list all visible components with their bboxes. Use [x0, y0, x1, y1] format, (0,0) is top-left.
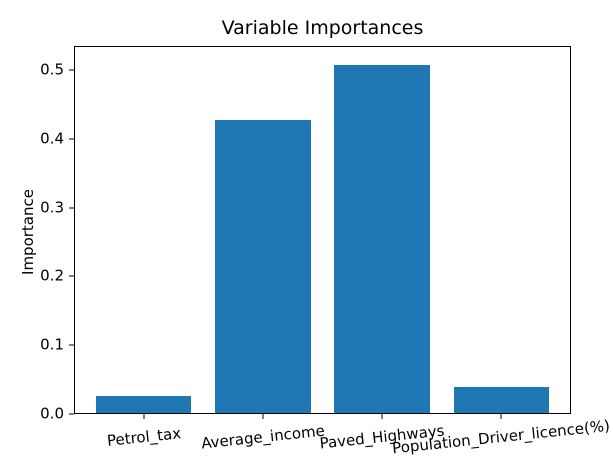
bar: [453, 387, 549, 413]
chart-title: Variable Importances: [221, 17, 424, 39]
bar: [334, 65, 430, 413]
x-tick-mark: [143, 414, 145, 419]
y-tick-mark: [69, 69, 74, 71]
bar: [215, 120, 311, 413]
y-tick-mark: [69, 413, 74, 415]
y-tick-label: 0.5: [40, 60, 64, 79]
bar: [96, 396, 192, 413]
y-tick-mark: [69, 138, 74, 140]
y-tick-mark: [69, 275, 74, 277]
x-tick-label: Average_income: [200, 421, 326, 453]
plot-area: [74, 46, 571, 414]
y-tick-mark: [69, 344, 74, 346]
x-tick-mark: [262, 414, 264, 419]
y-tick-label: 0.3: [40, 198, 64, 217]
y-tick-mark: [69, 207, 74, 209]
y-tick-label: 0.2: [40, 266, 64, 285]
x-tick-label: Petrol_tax: [105, 424, 182, 450]
y-tick-label: 0.0: [40, 404, 64, 423]
x-tick-mark: [500, 414, 502, 419]
y-tick-label: 0.1: [40, 335, 64, 354]
x-tick-mark: [381, 414, 383, 419]
y-tick-label: 0.4: [40, 129, 64, 148]
